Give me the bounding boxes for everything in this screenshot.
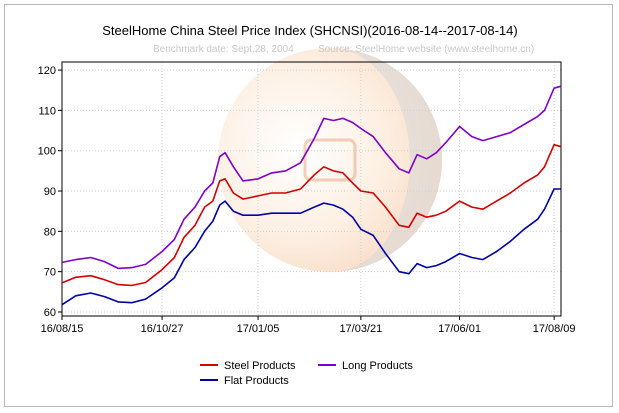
series-line-steel-products (61, 143, 562, 287)
series-line-flat-products (61, 188, 561, 306)
legend-label: Flat Products (224, 375, 289, 387)
x-axis-ticks: 16/08/15 16/10/27 17/01/05 17/03/21 17/06/01… (41, 316, 576, 335)
y-tick-label: 110 (38, 105, 56, 117)
y-tick-label: 120 (38, 65, 56, 77)
series-lines (61, 85, 562, 306)
y-tick-label: 90 (44, 186, 56, 198)
y-axis-ticks: 60 70 80 90 100 110 120 (38, 65, 62, 319)
chart-title: SteelHome China Steel Price Index (SHCNS… (102, 23, 517, 38)
steelhome-watermark-logo (218, 48, 442, 272)
chart-legend: Steel Products Long Products Flat Products (200, 360, 413, 387)
legend-label: Steel Products (224, 360, 296, 372)
series-line-long-products (61, 85, 562, 270)
watermark-crescent (330, 48, 442, 272)
watermark-disc (218, 48, 442, 272)
benchmark-note: Benchmark date: Sept.28, 2004 (153, 44, 294, 55)
legend-label: Long Products (342, 360, 413, 372)
x-tick-label: 17/06/01 (438, 323, 481, 335)
y-tick-label: 60 (44, 307, 56, 319)
y-tick-label: 80 (44, 226, 56, 238)
grid-lines (61, 62, 561, 316)
source-note: Source: SteelHome website (www.steelhome… (318, 44, 534, 55)
x-tick-label: 17/03/21 (339, 323, 382, 335)
x-tick-label: 17/08/09 (533, 323, 576, 335)
x-tick-label: 16/08/15 (41, 323, 84, 335)
watermark-emblem (303, 138, 357, 182)
x-tick-label: 17/01/05 (237, 323, 280, 335)
y-tick-label: 100 (38, 146, 56, 158)
x-tick-label: 16/10/27 (141, 323, 184, 335)
y-tick-label: 70 (44, 267, 56, 279)
